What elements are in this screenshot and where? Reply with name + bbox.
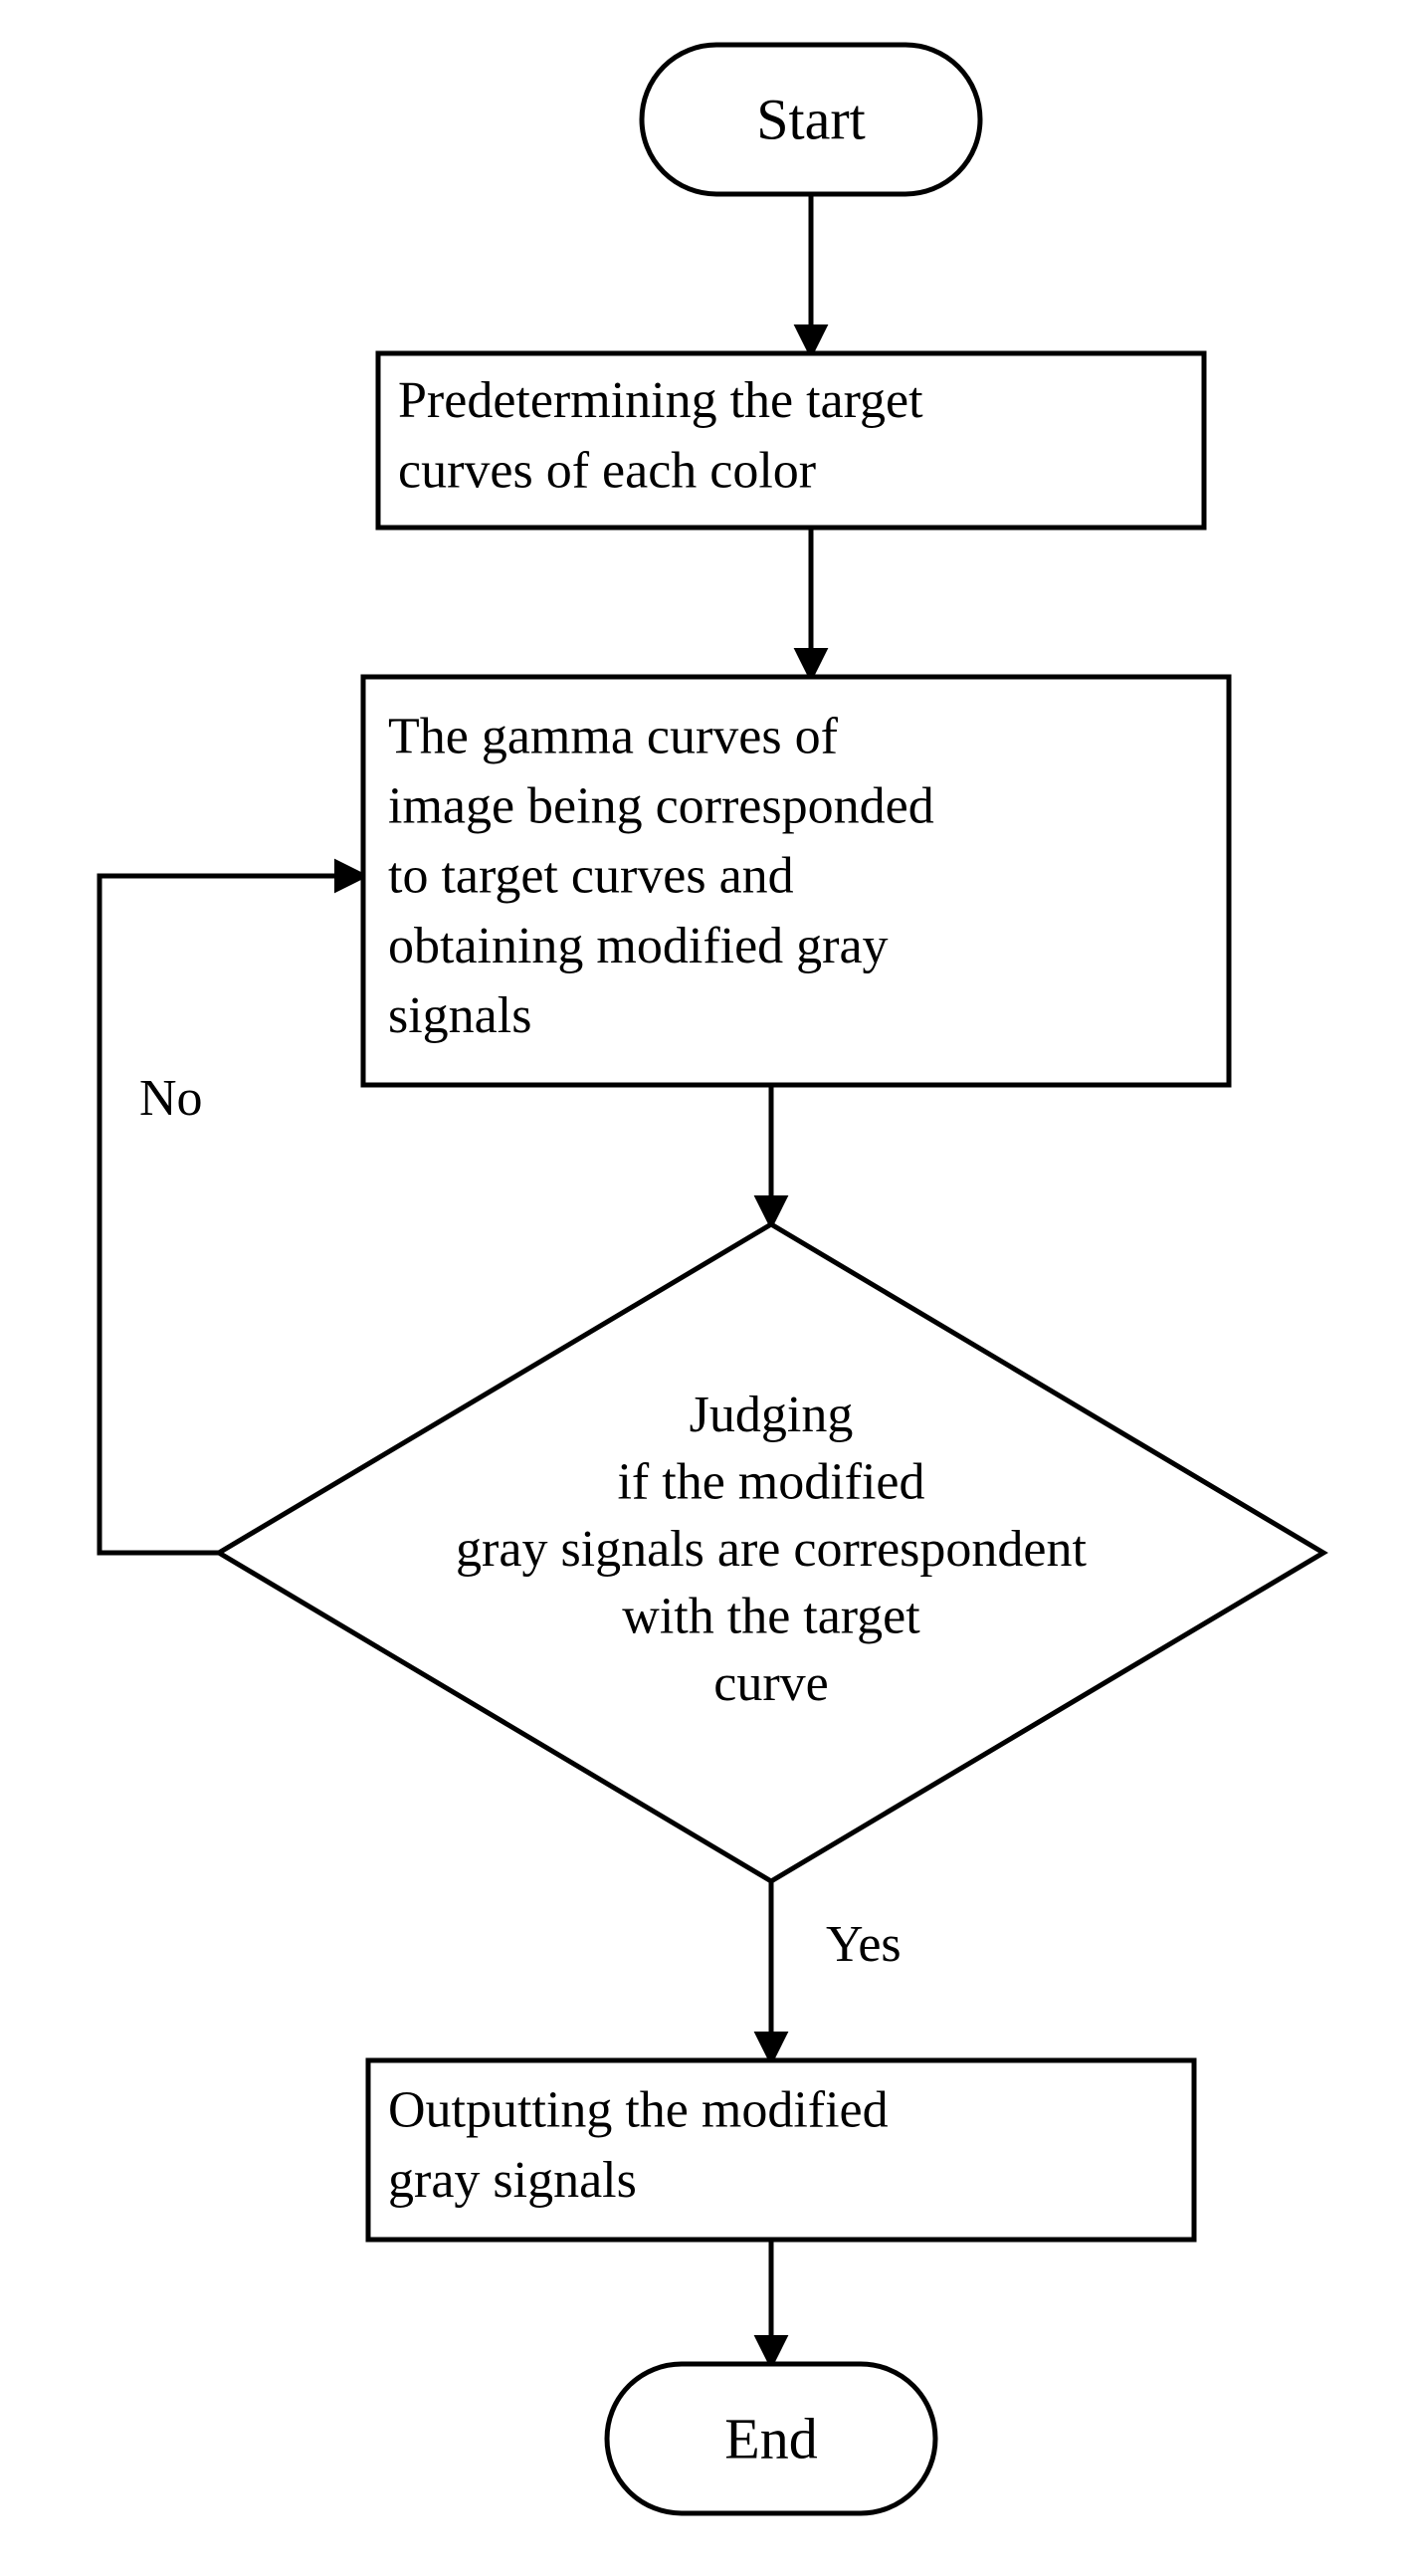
output-text-line-1: gray signals	[388, 2152, 637, 2209]
start-label: Start	[756, 88, 866, 152]
gamma-text-line-4: signals	[388, 987, 531, 1044]
edge-judge-gamma	[100, 876, 363, 1553]
predetermine-text-line-0: Predetermining the target	[398, 372, 923, 429]
gamma-text-line-1: image being corresponded	[388, 778, 934, 835]
judge-text-line-4: curve	[713, 1655, 828, 1712]
end-label: End	[724, 2407, 817, 2471]
flowchart-canvas: Yes No Start Predetermining the target curve…	[0, 0, 1407, 2576]
edge-label-yes: Yes	[826, 1916, 902, 1973]
judge-text-line-2: gray signals are correspondent	[456, 1521, 1087, 1578]
gamma-text-line-3: obtaining modified gray	[388, 918, 889, 974]
edge-label-no: No	[139, 1070, 203, 1127]
gamma-text-line-2: to target curves and	[388, 848, 794, 905]
judge-text-line-0: Judging	[690, 1387, 854, 1443]
output-text-line-0: Outputting the modified	[388, 2082, 889, 2139]
predetermine-text-line-1: curves of each color	[398, 442, 816, 499]
judge-text-line-1: if the modified	[617, 1453, 924, 1510]
judge-text-line-3: with the target	[622, 1589, 920, 1645]
gamma-text-line-0: The gamma curves of	[388, 708, 839, 764]
